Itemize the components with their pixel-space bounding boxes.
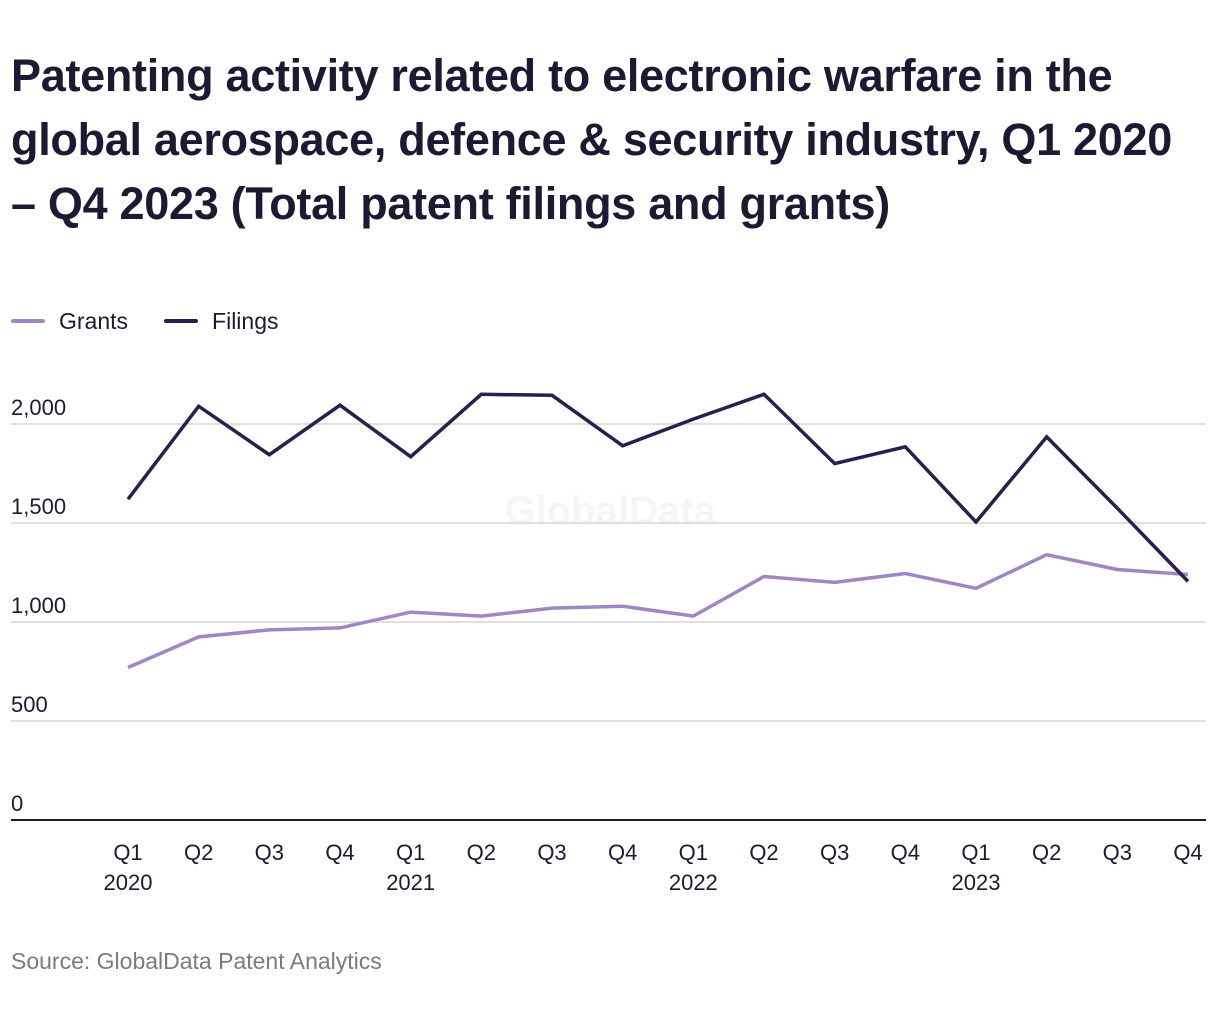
x-tick-label-quarter: Q2 — [184, 840, 213, 865]
x-tick-label-quarter: Q4 — [608, 840, 637, 865]
x-tick-label-quarter: Q3 — [1103, 840, 1132, 865]
y-tick-label: 1,500 — [11, 494, 66, 519]
legend: Grants Filings — [11, 306, 315, 336]
x-tick-label-quarter: Q4 — [325, 840, 354, 865]
legend-item-grants: Grants — [11, 308, 128, 335]
x-tick-label-year: 2022 — [669, 870, 718, 895]
source-note: Source: GlobalData Patent Analytics — [11, 948, 382, 974]
chart-title: Patenting activity related to electronic… — [11, 50, 1172, 229]
x-tick-label-quarter: Q3 — [537, 840, 566, 865]
x-tick-label-quarter: Q2 — [467, 840, 496, 865]
watermark: GlobalData — [504, 489, 716, 533]
legend-swatch-grants — [11, 319, 45, 323]
legend-item-filings: Filings — [164, 307, 279, 335]
x-tick-label-year: 2023 — [952, 870, 1001, 895]
x-tick-label-quarter: Q1 — [961, 840, 990, 865]
x-tick-label-quarter: Q3 — [255, 840, 284, 865]
legend-swatch-filings — [164, 319, 199, 323]
x-axis-tick-labels: Q1 2020 Q2 Q3 Q4 Q1 2021 Q2 Q3 Q4 Q1 2022 Q2 Q3 Q4 Q1 20… — [104, 840, 1203, 895]
x-tick-label-year: 2020 — [104, 870, 153, 895]
x-tick-label-quarter: Q1 — [679, 840, 708, 865]
series-lines — [126, 392, 1190, 670]
y-tick-label: 0 — [11, 791, 23, 816]
x-tick-label-quarter: Q2 — [1032, 840, 1061, 865]
gridlines — [11, 423, 1206, 821]
x-tick-label-quarter: Q4 — [1173, 840, 1202, 865]
x-tick-label-quarter: Q2 — [749, 840, 778, 865]
x-tick-label-quarter: Q3 — [820, 840, 849, 865]
x-tick-label-quarter: Q1 — [396, 840, 425, 865]
x-tick-label-year: 2021 — [386, 870, 435, 895]
y-tick-label: 1,000 — [11, 593, 66, 618]
series-line-filings — [126, 392, 1190, 583]
x-tick-label-quarter: Q4 — [891, 840, 920, 865]
series-line-grants — [127, 552, 1189, 670]
y-tick-label: 2,000 — [11, 395, 66, 420]
legend-label-filings: Filings — [212, 307, 279, 334]
y-tick-label: 500 — [11, 692, 48, 717]
y-axis-tick-labels: 0 500 1,000 1,500 2,000 — [11, 395, 66, 816]
legend-label-grants: Grants — [59, 307, 129, 334]
x-tick-label-quarter: Q1 — [113, 840, 142, 865]
